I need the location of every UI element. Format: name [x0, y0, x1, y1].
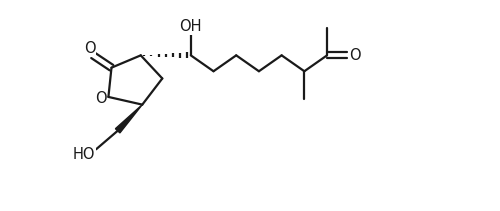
Text: O: O: [95, 91, 106, 106]
Text: O: O: [349, 48, 360, 63]
Text: OH: OH: [180, 19, 202, 34]
Polygon shape: [116, 105, 142, 133]
Text: O: O: [84, 41, 96, 56]
Text: HO: HO: [72, 147, 95, 162]
